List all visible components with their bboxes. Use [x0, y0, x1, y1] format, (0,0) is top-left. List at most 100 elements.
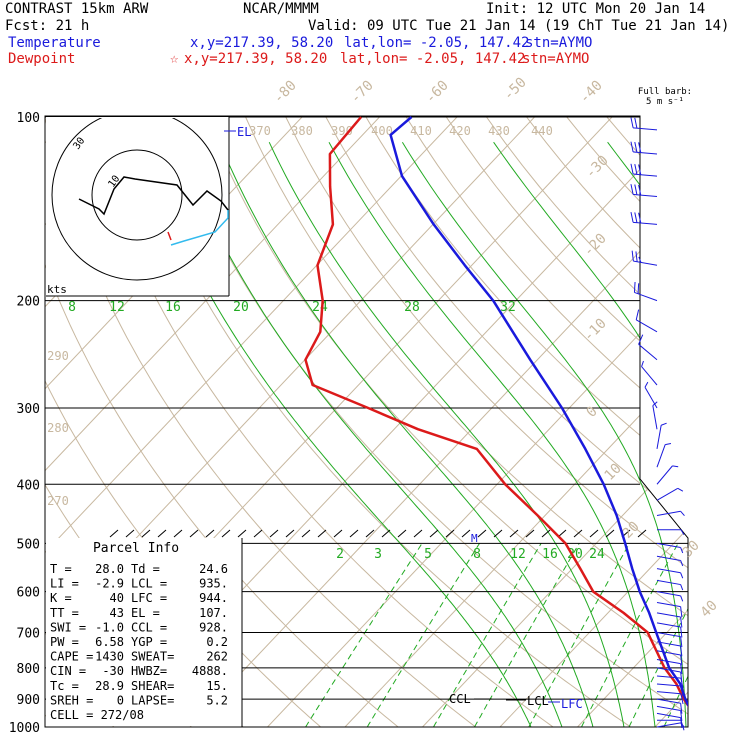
pressure-tick-label: 100 [17, 111, 40, 126]
moist-adiabat-line [219, 142, 594, 727]
wind-barb-staff [656, 712, 681, 719]
wind-barb-staff [633, 260, 658, 266]
wind-barb-flag [630, 184, 634, 195]
model-title: CONTRAST 15km ARW [5, 1, 149, 17]
wind-barb-flag [680, 626, 683, 638]
wind-barb [652, 401, 658, 430]
hatch-mark [253, 529, 263, 538]
mixing-ratio-tick-label: 3 [374, 547, 382, 562]
hatch-mark [445, 529, 455, 538]
hatch-mark [573, 529, 583, 538]
wind-barb [656, 712, 683, 729]
moist-tick-label: 32 [500, 300, 516, 315]
hatch-mark [269, 529, 279, 538]
mixing-ratio-tick-label: 12 [510, 547, 526, 562]
hatch-mark [605, 529, 615, 538]
profiles-group [304, 116, 688, 727]
dewpoint-legend-label: Dewpoint [8, 51, 76, 67]
mixing-ratio-tick-label: 16 [542, 547, 558, 562]
hatch-mark [493, 529, 503, 538]
wind-barb [644, 381, 658, 409]
dry-adiabat-line [164, 116, 688, 727]
wind-barb-flag [680, 584, 684, 591]
parcel-info-key: SREH = [50, 693, 93, 707]
parcel-info-key: SHEAR= [131, 679, 174, 693]
parcel-info-value: -30 [102, 664, 124, 678]
wind-barb-flag [680, 710, 683, 721]
wind-barb-flag [641, 360, 644, 367]
wind-barb [656, 591, 684, 602]
mixing-ratio-line [628, 543, 688, 727]
wind-barb-flag [680, 529, 685, 536]
parcel-info-value: 15. [206, 679, 228, 693]
wind-barb-flag [638, 184, 642, 196]
hodograph-ring-outer [51, 118, 223, 281]
wind-barb-staff [656, 622, 681, 628]
mixing-ratio-tick-label: 24 [589, 547, 605, 562]
wind-barb [656, 568, 684, 579]
dewpoint-latlon: lat,lon= -2.05, 147.42 [340, 51, 526, 67]
m-label: M [471, 532, 478, 545]
wind-barb-staff [633, 151, 658, 155]
dry-adiabat-line [124, 116, 631, 727]
wind-barb-staff [656, 683, 681, 687]
moist-adiabat-line [493, 141, 688, 727]
temperature-legend-label: Temperature [8, 35, 101, 51]
mixing-ratio-tick-label: 5 [424, 547, 432, 562]
parcel-info-key: Tc = [50, 679, 79, 693]
hodograph-trace-upper [78, 176, 229, 216]
wind-barb-flag [680, 572, 684, 579]
parcel-info-value: 5.2 [206, 693, 228, 707]
wind-barb-staff [656, 487, 679, 501]
forecast-hour: Fcst: 21 h [5, 18, 90, 34]
parcel-info-value: 0 [117, 693, 124, 707]
moist-tick-label: 8 [68, 300, 76, 315]
hatch-mark [189, 529, 199, 538]
wind-barb [656, 555, 684, 567]
parcel-info-key: PW = [50, 635, 79, 649]
isotherm-tick-label: -20 [581, 231, 610, 260]
wind-barb-flag [680, 560, 684, 567]
mixing-ratio-line [663, 543, 688, 727]
hatch-mark [509, 529, 519, 538]
pressure-tick-label: 900 [17, 693, 40, 708]
wind-barb-staff [656, 444, 666, 468]
hatch-mark [525, 529, 535, 538]
wind-barb-flag [638, 256, 642, 263]
barb-legend-line2: 5 m s⁻¹ [646, 97, 684, 107]
wind-barb-flag [660, 422, 667, 426]
wind-barb-flag [672, 465, 679, 468]
parcel-info-value: 928. [199, 620, 228, 634]
wind-barb-staff [652, 405, 658, 430]
theta-tick-label: 440 [531, 124, 553, 138]
wind-barb [630, 184, 658, 198]
wind-barb-staff [656, 658, 681, 665]
temperature-xy: x,y=217.39, 58.20 [190, 35, 334, 51]
parcel-info-key: LAPSE= [131, 693, 174, 707]
wind-barb-flag [638, 212, 642, 224]
isotherm-line [577, 116, 688, 727]
wind-barb-flag [677, 487, 684, 492]
wind-barb-flag [680, 654, 683, 666]
wind-barb-staff [656, 650, 681, 656]
wind-barb-staff [656, 667, 681, 673]
isotherm-tick-label: -70 [348, 78, 377, 107]
mixing-ratio-group [305, 543, 688, 727]
moist-tick-label: 24 [312, 300, 328, 315]
parcel-info-value: 262 [206, 650, 228, 664]
pressure-tick-label: 300 [17, 402, 40, 417]
isotherm-tick-label: 10 [602, 461, 625, 484]
isotherm-line [422, 116, 688, 727]
mixing-ratio-tick-label: 2 [336, 547, 344, 562]
wind-barb [656, 542, 684, 554]
parcel-info-value: 107. [199, 606, 228, 620]
dewpoint-xy: x,y=217.39, 58.20 [184, 51, 328, 67]
temperature-profile-line [389, 116, 688, 727]
dry-adiabat-line [646, 116, 688, 727]
dry-adiabat-line [486, 116, 688, 727]
temperature-station: stn=AYMO [525, 35, 593, 51]
hatch-mark [541, 529, 551, 538]
wind-barb-flag [680, 685, 684, 697]
theta-tick-label: 430 [488, 124, 510, 138]
wind-barb-staff [656, 591, 681, 597]
